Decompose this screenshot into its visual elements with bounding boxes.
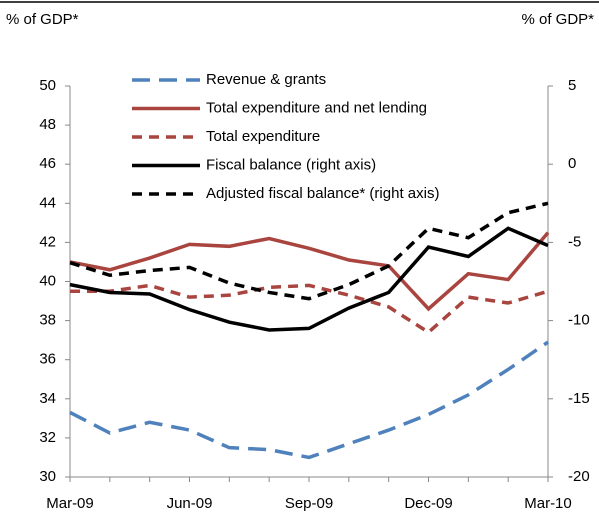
y2-axis-label: % of GDP* — [521, 11, 594, 28]
y2-tick-label: -15 — [568, 390, 590, 407]
x-tick-label: Dec-09 — [404, 495, 452, 512]
y-tick-label: 34 — [39, 390, 56, 407]
series-line — [69, 340, 549, 460]
x-tick-label: Sep-09 — [285, 495, 333, 512]
legend-label: Fiscal balance (right axis) — [206, 156, 376, 173]
y2-tick-label: -10 — [568, 312, 590, 329]
y2-tick-label: -5 — [568, 233, 581, 250]
legend-label: Revenue & grants — [206, 71, 326, 88]
series-line — [69, 226, 549, 332]
x-tick-label: Mar-10 — [524, 495, 572, 512]
series-line — [69, 231, 550, 312]
y-tick-label: 42 — [39, 233, 56, 250]
y-tick-label: 30 — [39, 468, 56, 485]
y-tick-label: 44 — [39, 194, 56, 211]
y2-tick-label: -20 — [568, 468, 590, 485]
x-tick-label: Mar-09 — [46, 495, 94, 512]
y-tick-label: 40 — [39, 272, 56, 289]
y-axis-label: % of GDP* — [6, 11, 79, 28]
y2-tick-label: 5 — [568, 77, 576, 94]
y2-tick-label: 0 — [568, 155, 576, 172]
legend-label: Total expenditure and net lending — [206, 99, 427, 116]
legend-label: Adjusted fiscal balance* (right axis) — [206, 185, 439, 202]
y-tick-label: 36 — [39, 351, 56, 368]
y-tick-label: 38 — [39, 312, 56, 329]
y-tick-label: 32 — [39, 429, 56, 446]
legend-label: Total expenditure — [206, 128, 320, 145]
x-tick-label: Jun-09 — [167, 495, 213, 512]
y-tick-label: 48 — [39, 116, 56, 133]
y-tick-label: 50 — [39, 77, 56, 94]
series-line — [70, 283, 549, 335]
series-line — [69, 201, 549, 301]
y-tick-label: 46 — [39, 155, 56, 172]
